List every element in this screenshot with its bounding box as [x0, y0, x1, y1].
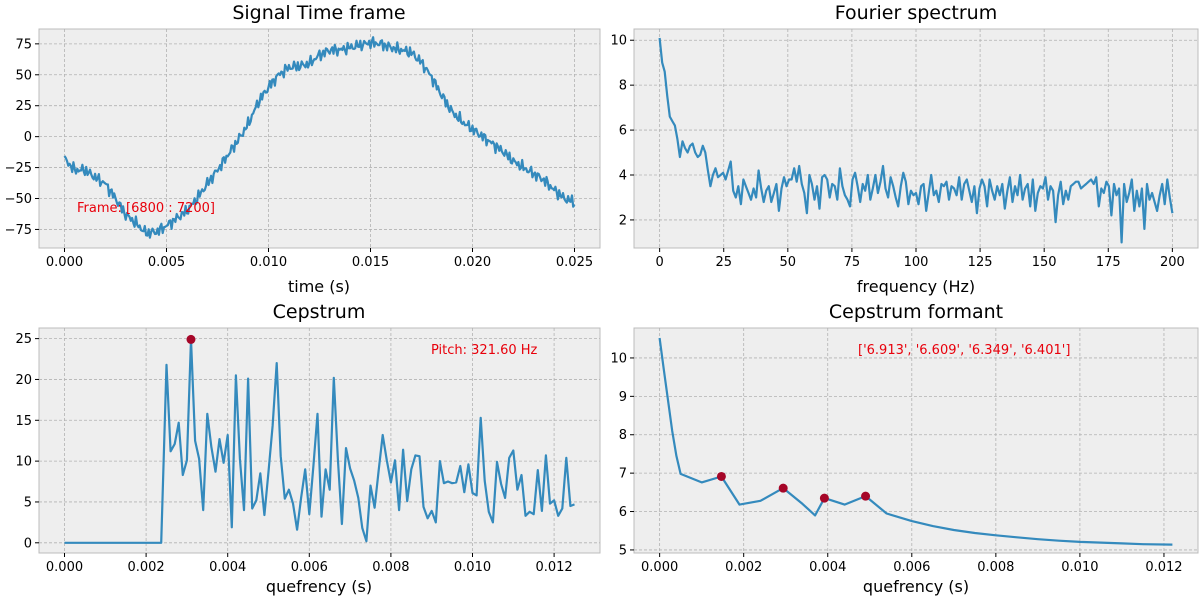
panel-spectrum: 0 25 50 75 100 125 150 175 200 2 4 6 8 10 Fourier spe…: [610, 2, 1199, 296]
y-tick-label: 6: [619, 505, 627, 520]
x-tick-label: 150: [1032, 255, 1057, 270]
y-tick-label: 9: [619, 390, 627, 405]
x-tick-label: 50: [780, 255, 797, 270]
spectrum-line: [658, 37, 1174, 244]
y-tick-label: 15: [15, 414, 32, 429]
x-tick-label: 0.025: [556, 255, 593, 270]
x-tick-label: 25: [715, 255, 732, 270]
annotation-formants: ['6.913', '6.609', '6.349', '6.401']: [858, 343, 1070, 358]
x-tick-label: 0.020: [454, 255, 491, 270]
y-tick-label: −50: [5, 192, 32, 207]
y-tick-label: 50: [15, 68, 32, 83]
y-tick-label: −25: [5, 161, 32, 176]
x-tick-label: 0.000: [641, 560, 678, 575]
xlabel-spectrum: frequency (Hz): [857, 277, 975, 296]
y-tick-label: 0: [24, 130, 32, 145]
y-tick-label: 5: [619, 543, 627, 558]
y-tick-label: 7: [619, 467, 627, 482]
x-tick-label: 200: [1160, 255, 1185, 270]
title-formant: Cepstrum formant: [829, 301, 1003, 323]
x-tick-label: 0.004: [209, 560, 246, 575]
y-tick-label: 8: [619, 79, 627, 94]
x-tick-label: 0.012: [1145, 560, 1182, 575]
y-tick-label: 25: [15, 99, 32, 114]
formant-peak-marker: [778, 483, 788, 493]
x-tick-label: 0.015: [352, 255, 389, 270]
x-tick-label: 0.006: [893, 560, 930, 575]
x-tick-label: 0.010: [250, 255, 287, 270]
x-tick-label: 0.012: [535, 560, 572, 575]
xlabel-formant: quefrency (s): [863, 577, 969, 596]
grid-formant: [634, 328, 1198, 553]
x-tick-label: 100: [904, 255, 929, 270]
annotation-pitch: Pitch: 321.60 Hz: [431, 343, 538, 358]
pitch-peak-marker: [186, 334, 196, 344]
y-tick-label: 10: [610, 34, 627, 49]
grid-signal: [39, 29, 600, 248]
x-tick-label: 0.008: [977, 560, 1014, 575]
ticks-spectrum: 0 25 50 75 100 125 150 175 200 2 4 6 8 10: [610, 34, 1184, 270]
x-tick-label: 0.006: [291, 560, 328, 575]
y-tick-label: 6: [619, 124, 627, 139]
panel-cepstrum: 0.000 0.002 0.004 0.006 0.008 0.010 0.012 0 5 10 1…: [15, 301, 601, 596]
xlabel-cepstrum: quefrency (s): [266, 577, 372, 596]
x-tick-label: 0.000: [46, 560, 83, 575]
x-tick-label: 0.010: [454, 560, 491, 575]
y-tick-label: 10: [15, 455, 32, 470]
x-tick-label: 125: [968, 255, 993, 270]
ticks-cepstrum: 0.000 0.002 0.004 0.006 0.008 0.010 0.012 0 5 10 1…: [15, 332, 572, 575]
x-tick-label: 0.004: [809, 560, 846, 575]
y-tick-label: 10: [610, 351, 627, 366]
signal-line: [63, 36, 576, 239]
markers-cepstrum: [186, 334, 196, 344]
x-tick-label: 0: [655, 255, 663, 270]
formant-line: [658, 337, 1173, 546]
annotation-frame: Frame: [6800 : 7200]: [77, 201, 215, 216]
markers-formant: [716, 471, 871, 503]
x-tick-label: 0.010: [1061, 560, 1098, 575]
x-tick-label: 0.000: [46, 255, 83, 270]
x-tick-label: 0.005: [148, 255, 185, 270]
ticks-signal: 0.000 0.005 0.010 0.015 0.020 0.025 −75 −50 −25 0…: [5, 37, 594, 270]
y-tick-label: 5: [24, 495, 32, 510]
x-tick-label: 175: [1096, 255, 1121, 270]
y-tick-label: 20: [15, 373, 32, 388]
x-tick-label: 0.008: [372, 560, 409, 575]
title-signal: Signal Time frame: [232, 2, 405, 24]
x-tick-label: 0.002: [725, 560, 762, 575]
formant-peak-marker: [861, 491, 871, 501]
y-tick-label: 8: [619, 428, 627, 443]
y-tick-label: 2: [619, 213, 627, 228]
y-tick-label: 25: [15, 332, 32, 347]
plot-area-formant: [633, 327, 1199, 554]
xlabel-signal: time (s): [288, 277, 350, 296]
title-spectrum: Fourier spectrum: [835, 2, 997, 24]
y-tick-label: 0: [24, 536, 32, 551]
formant-peak-marker: [716, 471, 726, 481]
y-tick-label: 75: [15, 37, 32, 52]
grid-cepstrum: [39, 328, 600, 553]
y-tick-label: 4: [619, 169, 627, 184]
cepstrum-line: [64, 338, 575, 544]
panel-formant: 0.000 0.002 0.004 0.006 0.008 0.010 0.012 5 6 7 8 9…: [610, 301, 1199, 596]
x-tick-label: 0.002: [127, 560, 164, 575]
ticks-formant: 0.000 0.002 0.004 0.006 0.008 0.010 0.012 5 6 7 8 9…: [610, 351, 1182, 575]
panel-signal: 0.000 0.005 0.010 0.015 0.020 0.025 −75 −50 −25 0…: [5, 2, 601, 296]
formant-peak-marker: [819, 493, 829, 503]
plot-area-signal: [38, 28, 601, 249]
x-tick-label: 75: [844, 255, 861, 270]
y-tick-label: −75: [5, 223, 32, 238]
title-cepstrum: Cepstrum: [273, 301, 366, 323]
